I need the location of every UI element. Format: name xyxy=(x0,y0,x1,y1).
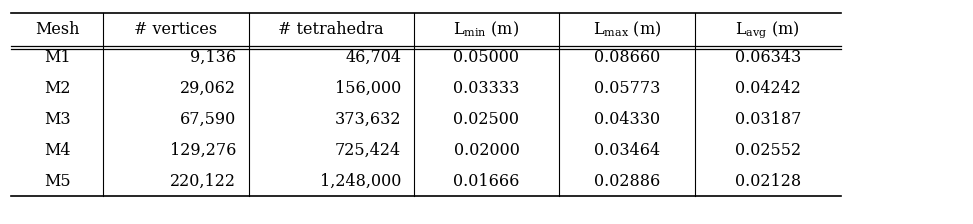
Text: 0.02000: 0.02000 xyxy=(453,142,520,159)
Text: 0.08660: 0.08660 xyxy=(595,49,661,66)
Text: 67,590: 67,590 xyxy=(180,111,236,128)
Text: 0.03187: 0.03187 xyxy=(735,111,801,128)
Text: # vertices: # vertices xyxy=(134,21,218,38)
Text: 156,000: 156,000 xyxy=(335,80,401,97)
Text: 46,704: 46,704 xyxy=(345,49,401,66)
Text: 1,248,000: 1,248,000 xyxy=(320,173,401,190)
Text: L$_{\mathregular{max}}$ (m): L$_{\mathregular{max}}$ (m) xyxy=(593,20,662,39)
Text: Mesh: Mesh xyxy=(35,21,80,38)
Text: 0.04242: 0.04242 xyxy=(735,80,801,97)
Text: L$_{\mathregular{avg}}$ (m): L$_{\mathregular{avg}}$ (m) xyxy=(736,19,801,40)
Text: 220,122: 220,122 xyxy=(170,173,236,190)
Text: 0.04330: 0.04330 xyxy=(595,111,661,128)
Text: 0.01666: 0.01666 xyxy=(453,173,520,190)
Text: M2: M2 xyxy=(44,80,70,97)
Text: 0.05773: 0.05773 xyxy=(594,80,661,97)
Text: 9,136: 9,136 xyxy=(190,49,236,66)
Text: 0.02886: 0.02886 xyxy=(595,173,661,190)
Text: 373,632: 373,632 xyxy=(335,111,401,128)
Text: # tetrahedra: # tetrahedra xyxy=(278,21,384,38)
Text: M3: M3 xyxy=(44,111,70,128)
Text: M5: M5 xyxy=(44,173,70,190)
Text: 0.05000: 0.05000 xyxy=(453,49,520,66)
Text: 0.03333: 0.03333 xyxy=(453,80,520,97)
Text: 0.06343: 0.06343 xyxy=(735,49,801,66)
Text: 725,424: 725,424 xyxy=(335,142,401,159)
Text: L$_{\mathregular{min}}$ (m): L$_{\mathregular{min}}$ (m) xyxy=(453,20,520,39)
Text: 0.02128: 0.02128 xyxy=(735,173,801,190)
Text: 29,062: 29,062 xyxy=(180,80,236,97)
Text: 0.02552: 0.02552 xyxy=(735,142,801,159)
Text: M1: M1 xyxy=(44,49,70,66)
Text: 129,276: 129,276 xyxy=(170,142,236,159)
Text: M4: M4 xyxy=(44,142,70,159)
Text: 0.03464: 0.03464 xyxy=(595,142,661,159)
Text: 0.02500: 0.02500 xyxy=(453,111,520,128)
